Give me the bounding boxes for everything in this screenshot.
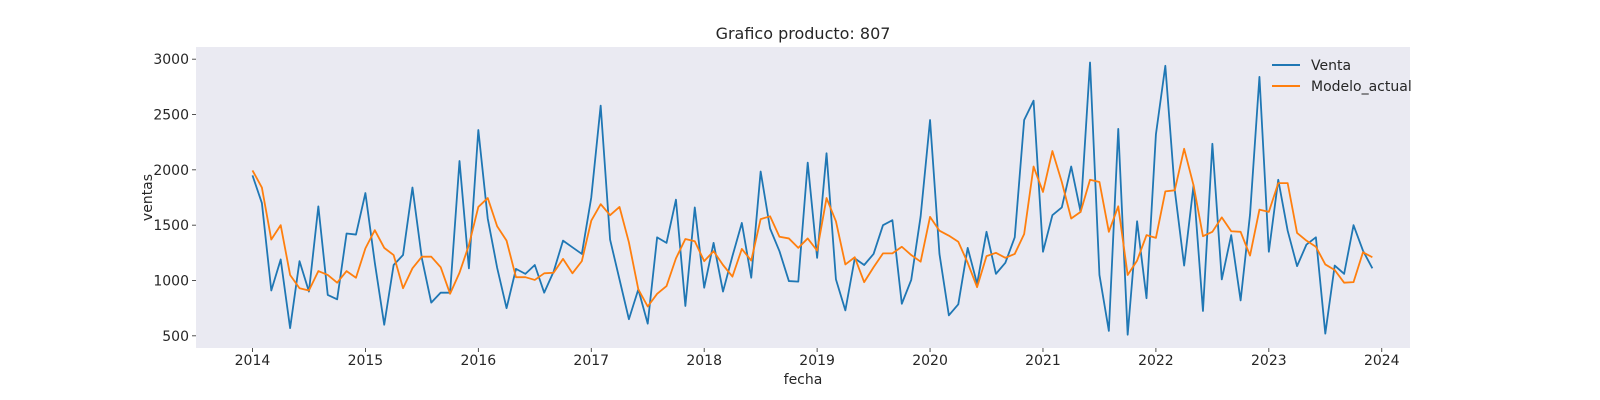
x-tick-label: 2020 [912,353,948,369]
chart-title: Grafico producto: 807 [716,24,891,43]
y-tick-label: 500 [162,329,189,345]
x-axis-label: fecha [784,372,823,388]
x-tick-label: 2019 [799,353,835,369]
x-tick-label: 2022 [1138,353,1174,369]
y-tick-label: 1500 [153,218,189,234]
y-axis-label: ventas [140,174,156,221]
y-tick-label: 2500 [153,108,189,124]
x-tick-label: 2014 [235,353,271,369]
y-tick-label: 3000 [153,52,189,68]
series-line-modelo-actual [251,147,1373,308]
x-tick-label: 2015 [348,353,384,369]
x-tick-label: 2016 [461,353,497,369]
legend: Venta Modelo_actual [1272,58,1412,95]
plot-area [196,47,1410,348]
x-tick-label: 2021 [1025,353,1061,369]
legend-label-modelo-actual: Modelo_actual [1311,79,1412,95]
x-tick-label: 2018 [686,353,722,369]
y-tick-label: 2000 [153,163,189,179]
x-tick-label: 2023 [1251,353,1287,369]
legend-label-venta: Venta [1311,58,1351,74]
y-tick-label: 1000 [153,273,189,289]
x-tick-label: 2024 [1364,353,1400,369]
series-line-venta [251,61,1374,336]
x-tick-label: 2017 [573,353,609,369]
